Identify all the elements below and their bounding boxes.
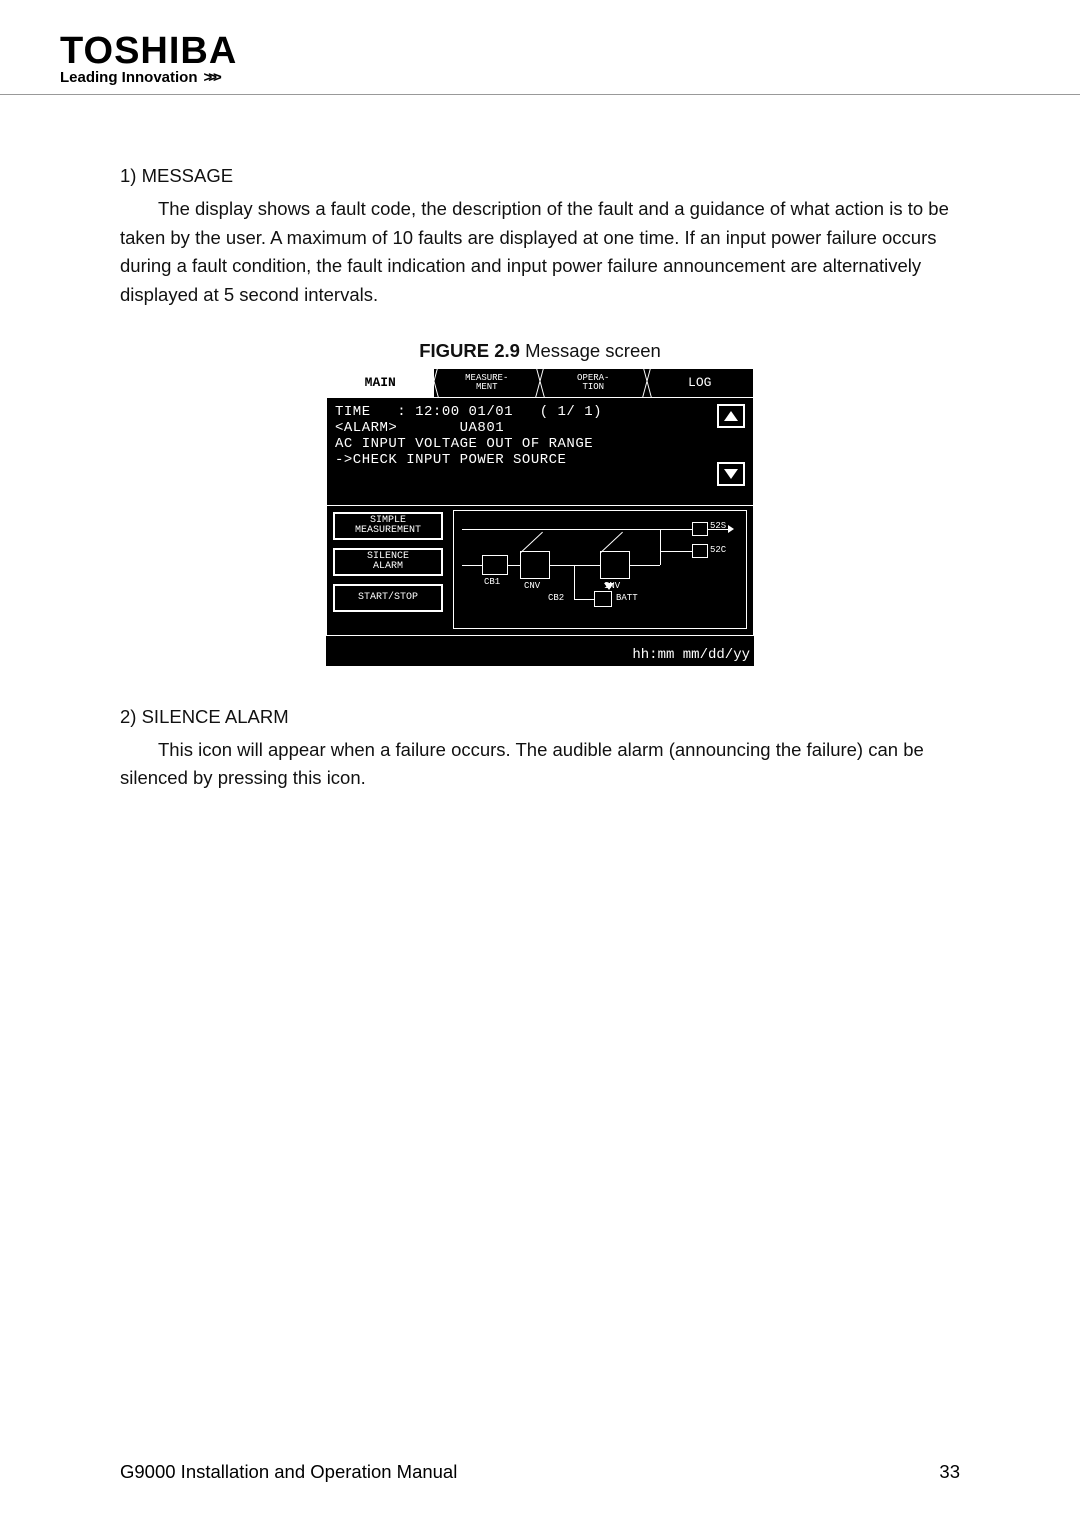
lcd-tabs: MAIN MEASURE-MENT OPERA-TION LOG <box>326 368 754 398</box>
message-area: TIME : 12:00 01/01 ( 1/ 1) <ALARM> UA801… <box>326 398 754 506</box>
scroll-down-button[interactable] <box>717 462 745 486</box>
footer-page-number: 33 <box>939 1461 960 1483</box>
section-1-body: The display shows a fault code, the desc… <box>120 195 960 310</box>
section-2-body: This icon will appear when a failure occ… <box>120 736 960 793</box>
silence-alarm-button[interactable]: SILENCEALARM <box>333 548 443 576</box>
msg-line-4: ->CHECK INPUT POWER SOURCE <box>335 452 745 468</box>
page-footer: G9000 Installation and Operation Manual … <box>120 1461 960 1483</box>
footer-left: G9000 Installation and Operation Manual <box>120 1461 457 1483</box>
figure-number: FIGURE 2.9 <box>419 340 520 361</box>
tab-log[interactable]: LOG <box>647 368 755 398</box>
arrows-icon: >>> <box>204 69 218 86</box>
page-header: TOSHIBA Leading Innovation >>> <box>0 0 1080 95</box>
brand-wordmark: TOSHIBA <box>60 30 1080 73</box>
msg-line-1: TIME : 12:00 01/01 ( 1/ 1) <box>335 404 745 420</box>
figure-caption: FIGURE 2.9 Message screen <box>120 340 960 362</box>
cnv-icon <box>520 551 550 579</box>
lcd-figure: MAIN MEASURE-MENT OPERA-TION LOG <box>120 368 960 666</box>
msg-line-2: <ALARM> UA801 <box>335 420 745 436</box>
simple-measurement-button[interactable]: SIMPLEMEASUREMENT <box>333 512 443 540</box>
start-stop-button[interactable]: START/STOP <box>333 584 443 612</box>
page-content: 1) MESSAGE The display shows a fault cod… <box>0 95 1080 793</box>
tab-main-label: MAIN <box>365 376 396 389</box>
circuit-diagram: 52S CB1 CNV INV <box>453 510 747 629</box>
label-batt: BATT <box>616 593 638 603</box>
output-arrow-icon <box>728 525 734 533</box>
chevron-up-icon <box>724 411 738 421</box>
chevron-down-icon <box>724 469 738 479</box>
lcd-screen: MAIN MEASURE-MENT OPERA-TION LOG <box>326 368 754 666</box>
tab-operation[interactable]: OPERA-TION <box>540 368 647 398</box>
label-cb2: CB2 <box>548 593 564 603</box>
switch-52s-icon <box>692 522 708 536</box>
cb2-icon <box>594 591 612 607</box>
lcd-clock: hh:mm mm/dd/yy <box>632 644 750 666</box>
label-52c: 52C <box>710 545 726 555</box>
lower-panel: SIMPLEMEASUREMENT SILENCEALARM START/STO… <box>326 506 754 636</box>
brand-logo: TOSHIBA Leading Innovation >>> <box>60 30 1080 86</box>
figure-title: Message screen <box>520 340 661 361</box>
inv-icon <box>600 551 630 579</box>
switch-52c-icon <box>692 544 708 558</box>
tagline-text: Leading Innovation <box>60 69 198 86</box>
clock-text: hh:mm mm/dd/yy <box>632 647 750 663</box>
section-1-heading: 1) MESSAGE <box>120 165 960 187</box>
msg-line-3: AC INPUT VOLTAGE OUT OF RANGE <box>335 436 745 452</box>
tab-main[interactable]: MAIN <box>326 368 434 398</box>
tab-log-label: LOG <box>688 376 711 389</box>
tagline-row: Leading Innovation >>> <box>60 69 1080 86</box>
label-cnv: CNV <box>524 581 540 591</box>
scroll-up-button[interactable] <box>717 404 745 428</box>
batt-arrow-icon <box>604 583 614 590</box>
label-cb1: CB1 <box>484 577 500 587</box>
tab-measurement[interactable]: MEASURE-MENT <box>434 368 541 398</box>
section-2-heading: 2) SILENCE ALARM <box>120 706 960 728</box>
cb1-icon <box>482 555 508 575</box>
